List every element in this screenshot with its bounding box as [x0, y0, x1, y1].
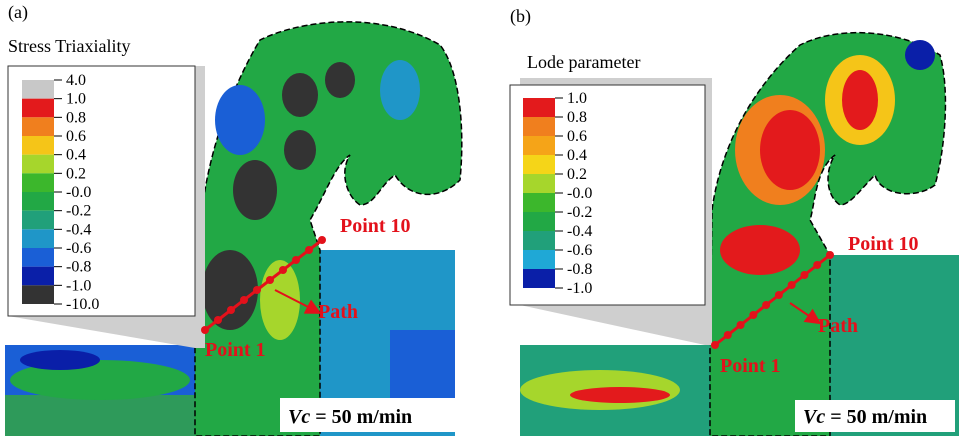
legend-swatch [523, 193, 555, 212]
legend-swatch [523, 174, 555, 193]
legend-shadow [8, 66, 205, 348]
legend-swatch [22, 117, 54, 136]
legend-swatch [523, 269, 555, 288]
legend-swatch [22, 285, 54, 304]
path-point [292, 256, 300, 264]
legend-swatch [523, 250, 555, 269]
annotation-path: Path [318, 301, 358, 323]
path-point [800, 271, 809, 279]
legend-label: 0.8 [567, 109, 587, 126]
legend-swatch [523, 155, 555, 174]
legend-swatch [22, 98, 54, 118]
path-point [318, 236, 326, 244]
legend-label: -0.0 [66, 184, 91, 201]
legend-label: -0.4 [66, 221, 91, 238]
annotation-end: Point 10 [848, 233, 919, 255]
legend-swatch [523, 212, 555, 231]
path-point [762, 301, 771, 309]
legend-label: -0.8 [66, 259, 91, 276]
legend-swatch [22, 229, 54, 248]
path-point [711, 341, 719, 349]
path-arrow [789, 302, 822, 325]
legend-title: Stress Triaxiality [8, 36, 131, 56]
legend-label: -0.4 [567, 223, 592, 240]
legend-swatch [22, 173, 54, 192]
legend-swatch [22, 210, 54, 230]
speed-box [280, 398, 460, 432]
path-point [201, 326, 209, 334]
legend-swatch [22, 266, 54, 286]
legend-label: -0.6 [567, 242, 592, 259]
legend-label: 0.8 [66, 109, 86, 126]
annotation-end: Point 10 [340, 215, 411, 237]
path-point [253, 286, 261, 294]
legend-label: 0.4 [66, 147, 86, 164]
path-point [279, 266, 287, 274]
legend-swatch [523, 117, 555, 136]
path-point [749, 311, 758, 319]
legend-label: 0.2 [66, 165, 86, 182]
path-point [266, 276, 274, 284]
path-point [826, 251, 834, 259]
legend-label: -0.0 [567, 185, 592, 202]
speed-var: Vc [803, 406, 825, 428]
speed-label: Vc = 50 m/min [803, 406, 927, 428]
legend-swatch [523, 231, 555, 250]
panel-label: (b) [510, 6, 531, 27]
legend-label: -10.0 [66, 296, 99, 313]
legend-label: -1.0 [567, 280, 592, 297]
legend-swatch [22, 154, 54, 174]
annotation-start: Point 1 [720, 355, 781, 377]
legend-swatch [523, 136, 555, 155]
path-point [774, 291, 783, 299]
legend-label: 1.0 [66, 91, 86, 108]
legend-swatch [22, 248, 54, 267]
legend-label: 0.2 [567, 166, 587, 183]
speed-label: Vc = 50 m/min [288, 406, 412, 428]
legend-label: 0.6 [567, 128, 587, 145]
legend-label: 1.0 [567, 90, 587, 107]
path-line [204, 238, 323, 332]
legend-label: 0.6 [66, 128, 86, 145]
legend-swatch [22, 192, 54, 211]
annotation-path: Path [818, 315, 858, 337]
legend-label: 4.0 [66, 72, 86, 89]
legend-swatch [22, 80, 54, 99]
speed-box [795, 400, 955, 432]
legend-label: 0.4 [567, 147, 587, 164]
legend-swatch [523, 98, 555, 117]
path-point [813, 261, 822, 269]
legend-label: -1.0 [66, 277, 91, 294]
speed-rest: = 50 m/min [825, 406, 927, 428]
path-point [723, 331, 732, 339]
path-line [714, 253, 831, 347]
path-arrow [274, 289, 322, 314]
legend-swatch [22, 136, 54, 155]
path-point [305, 246, 313, 254]
legend-label: -0.8 [567, 261, 592, 278]
path-point [736, 321, 745, 329]
path-point [227, 306, 235, 314]
annotation-start: Point 1 [205, 339, 266, 361]
legend-label: -0.2 [567, 204, 592, 221]
path-point [787, 281, 796, 289]
legend-title: Lode parameter [527, 52, 640, 72]
speed-rest: = 50 m/min [310, 406, 412, 428]
panel-label: (a) [8, 2, 28, 23]
legend-label: -0.6 [66, 240, 91, 257]
speed-var: Vc [288, 406, 310, 428]
legend-label: -0.2 [66, 203, 91, 220]
path-point [214, 316, 222, 324]
path-point [240, 296, 248, 304]
